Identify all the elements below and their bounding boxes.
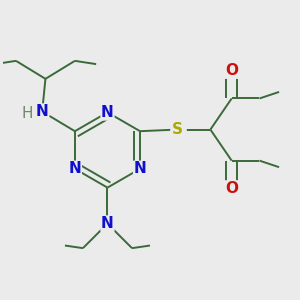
Text: O: O (225, 181, 238, 196)
Text: S: S (172, 122, 183, 137)
Text: N: N (68, 161, 81, 176)
Text: N: N (134, 161, 146, 176)
Text: O: O (225, 63, 238, 78)
Text: H: H (22, 106, 33, 121)
Text: N: N (101, 105, 114, 120)
Text: N: N (101, 216, 114, 231)
Text: N: N (36, 104, 49, 119)
